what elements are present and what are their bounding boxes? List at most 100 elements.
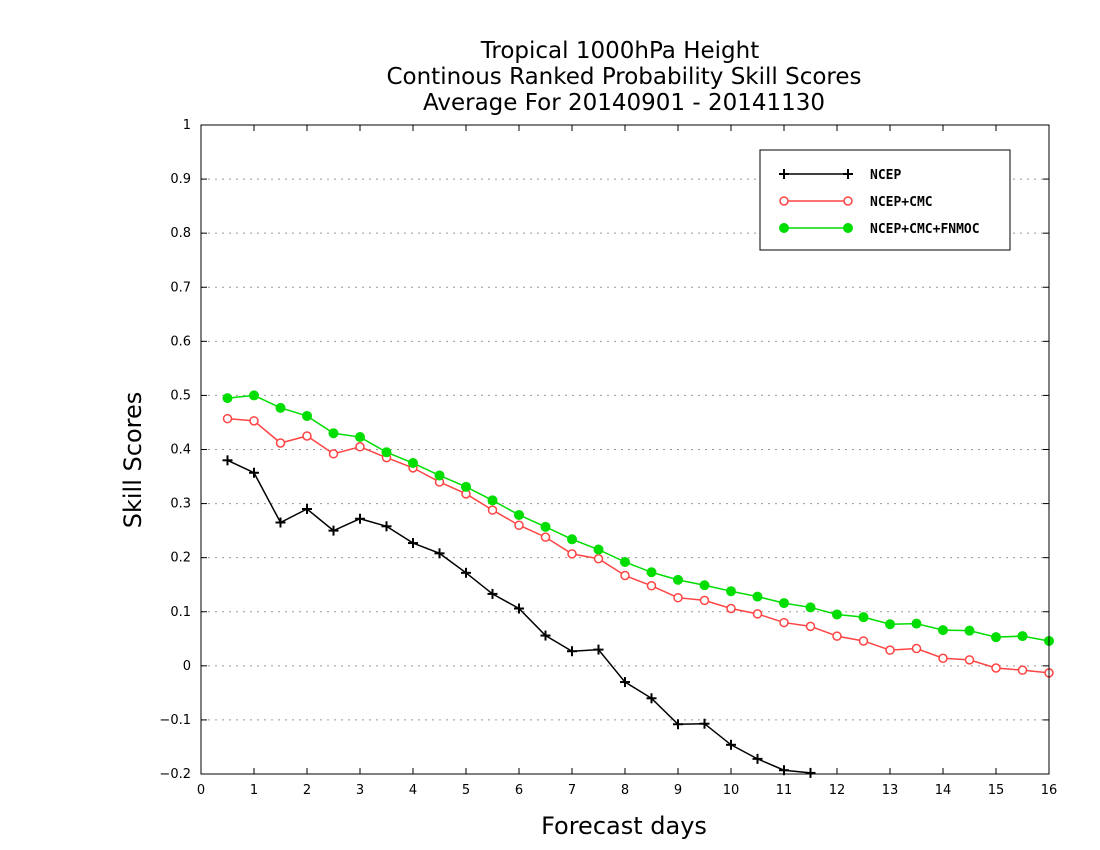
data-point <box>991 632 1001 643</box>
data-point <box>832 609 842 620</box>
data-point <box>673 574 683 585</box>
data-point <box>620 677 630 688</box>
chart-title-line-1: Tropical 1000hPa Height <box>480 38 760 64</box>
data-point <box>673 719 683 730</box>
data-point <box>699 595 710 606</box>
y-tick-label: 0.3 <box>170 497 191 512</box>
series-ncep-cmc-fnmoc <box>222 390 1054 646</box>
data-point <box>593 553 604 564</box>
x-tick-label: 6 <box>515 783 523 798</box>
data-point <box>328 428 339 439</box>
axis-ticks: −0.2−0.100.10.20.30.40.50.60.70.80.910 1 2… <box>159 118 1057 798</box>
data-point <box>593 644 604 655</box>
data-point <box>646 693 657 704</box>
data-point <box>514 509 524 520</box>
y-tick-label: 0.4 <box>170 443 191 458</box>
x-tick-label: 10 <box>723 783 740 798</box>
data-point <box>1017 631 1028 642</box>
data-point <box>355 513 365 524</box>
y-tick-label: −0.2 <box>159 767 191 782</box>
data-point <box>779 617 789 628</box>
data-point <box>964 625 975 636</box>
data-point <box>593 544 604 555</box>
x-tick-label: 0 <box>197 783 205 798</box>
data-point <box>567 534 577 545</box>
data-point <box>434 470 445 481</box>
data-point <box>275 402 286 413</box>
x-tick-label: 7 <box>568 783 576 798</box>
series-line <box>227 417 1050 674</box>
x-tick-label: 1 <box>250 783 258 798</box>
series-ncep-cmc <box>222 413 1054 678</box>
data-point <box>249 390 259 401</box>
data-point <box>885 619 895 630</box>
series-line <box>227 394 1050 642</box>
grid <box>201 178 1049 721</box>
x-tick-label: 4 <box>409 783 417 798</box>
data-point <box>699 580 710 591</box>
data-point <box>249 416 259 426</box>
data-point <box>752 591 763 602</box>
data-point <box>355 432 365 443</box>
data-point <box>752 609 763 619</box>
y-tick-label: 1 <box>183 118 191 133</box>
legend-label: NCEP <box>870 168 901 183</box>
y-tick-label: 0.9 <box>170 172 191 187</box>
data-point <box>646 581 657 591</box>
data-point <box>843 223 853 233</box>
x-tick-label: 14 <box>935 783 952 798</box>
chart-title-line-2: Continous Ranked Probability Skill Score… <box>386 64 861 90</box>
data-point <box>779 223 789 233</box>
data-point <box>275 517 286 528</box>
y-tick-label: −0.1 <box>159 713 191 728</box>
x-tick-label: 2 <box>303 783 311 798</box>
data-point <box>487 495 498 506</box>
x-tick-label: 16 <box>1041 783 1058 798</box>
x-tick-label: 13 <box>882 783 899 798</box>
data-point <box>302 431 312 441</box>
data-point <box>885 645 895 655</box>
data-point <box>673 592 683 603</box>
y-tick-label: 0.8 <box>170 226 191 241</box>
x-tick-label: 12 <box>829 783 846 798</box>
data-point <box>540 630 551 641</box>
data-point <box>302 410 312 421</box>
y-tick-label: 0.6 <box>170 334 191 349</box>
data-point <box>805 767 816 778</box>
data-point <box>991 663 1001 673</box>
y-tick-label: 0.7 <box>170 280 191 295</box>
legend: NCEP NCEP+CMC NCEP+CMC+FNMOC <box>759 149 1011 251</box>
data-point <box>726 586 736 597</box>
x-tick-label: 3 <box>356 783 364 798</box>
data-point <box>911 643 922 654</box>
data-point <box>620 556 630 567</box>
data-point <box>938 653 948 664</box>
x-tick-label: 5 <box>462 783 470 798</box>
legend-entry: NCEP+CMC <box>779 195 933 210</box>
data-point <box>805 621 816 632</box>
data-point <box>567 646 577 657</box>
data-point <box>434 548 445 559</box>
data-point <box>222 393 233 404</box>
data-point <box>964 655 975 665</box>
data-point <box>646 567 657 578</box>
data-point <box>487 505 498 515</box>
data-point <box>381 447 392 458</box>
data-point <box>328 525 339 536</box>
data-point <box>938 625 948 636</box>
data-point <box>328 449 339 459</box>
y-tick-label: 0.1 <box>170 605 191 620</box>
data-point <box>540 532 551 542</box>
data-point <box>355 442 365 452</box>
data-point <box>461 481 471 492</box>
plot-frame <box>200 124 1050 775</box>
data-point <box>487 588 498 599</box>
data-point <box>275 438 286 448</box>
data-point <box>752 753 763 764</box>
data-point <box>302 503 312 514</box>
data-point <box>805 602 816 613</box>
data-point <box>408 458 418 469</box>
data-point <box>461 567 471 578</box>
